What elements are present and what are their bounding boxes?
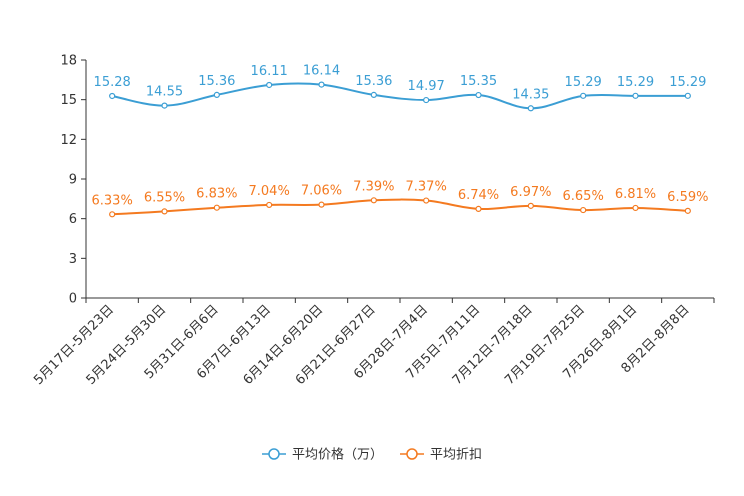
data-label: 7.39% bbox=[353, 179, 394, 194]
data-point bbox=[580, 92, 587, 99]
data-label: 15.29 bbox=[565, 75, 602, 90]
data-point bbox=[684, 92, 691, 99]
data-point bbox=[266, 201, 273, 209]
y-tick-label: 18 bbox=[60, 54, 77, 69]
data-label: 6.55% bbox=[144, 190, 185, 205]
data-label: 16.11 bbox=[251, 64, 288, 79]
data-label: 16.14 bbox=[303, 64, 340, 79]
data-point bbox=[527, 202, 534, 209]
y-tick-labels: 0 3 6 9 12 15 18 bbox=[60, 54, 77, 307]
data-label: 14.35 bbox=[512, 87, 549, 102]
data-point bbox=[161, 208, 168, 215]
legend-marker-icon bbox=[268, 448, 280, 460]
series-lines bbox=[111, 82, 688, 216]
data-point bbox=[475, 91, 482, 99]
legend-label: 平均价格（万） bbox=[292, 447, 383, 463]
data-point bbox=[318, 201, 325, 208]
legend-item-1[interactable]: 平均折扣 bbox=[400, 448, 482, 463]
data-point bbox=[213, 91, 220, 99]
data-point bbox=[632, 92, 639, 99]
y-tick-label: 0 bbox=[69, 292, 77, 307]
data-point bbox=[318, 81, 325, 88]
data-label: 7.37% bbox=[406, 180, 447, 195]
data-label: 15.36 bbox=[355, 74, 392, 89]
data-point bbox=[109, 92, 116, 100]
axes bbox=[81, 59, 715, 303]
legend-label: 平均折扣 bbox=[430, 448, 482, 463]
data-point bbox=[370, 197, 377, 204]
series-line-0 bbox=[111, 82, 688, 110]
y-tick-label: 9 bbox=[69, 173, 77, 188]
data-labels: 15.28 14.55 15.36 16.11 16.14 15.36 14.97 15.35… bbox=[92, 64, 709, 209]
data-label: 6.59% bbox=[667, 190, 708, 205]
y-tick-label: 12 bbox=[60, 133, 77, 148]
data-point bbox=[423, 96, 430, 104]
x-tick-labels: 5月17日-5月23日5月24日-5月30日5月31日-6月6日6月7日-6月1… bbox=[31, 302, 692, 388]
data-point bbox=[475, 205, 482, 212]
data-point bbox=[632, 204, 639, 212]
series-points bbox=[109, 81, 691, 218]
data-label: 6.97% bbox=[510, 185, 551, 200]
data-label: 15.29 bbox=[669, 75, 706, 90]
legend: 平均价格（万） 平均折扣 bbox=[262, 447, 482, 463]
data-point bbox=[684, 207, 691, 214]
data-point bbox=[580, 206, 587, 214]
y-tick-label: 6 bbox=[69, 212, 77, 227]
legend-marker-icon bbox=[406, 448, 418, 460]
y-tick-label: 3 bbox=[69, 252, 77, 267]
data-label: 15.29 bbox=[617, 75, 654, 90]
data-label: 6.81% bbox=[615, 187, 656, 202]
data-label: 14.97 bbox=[408, 79, 445, 94]
data-label: 14.55 bbox=[146, 85, 183, 100]
data-point bbox=[370, 91, 377, 99]
data-label: 6.74% bbox=[458, 188, 499, 203]
data-label: 6.65% bbox=[563, 189, 604, 204]
data-point bbox=[213, 204, 220, 211]
data-point bbox=[423, 197, 430, 204]
data-label: 6.83% bbox=[196, 187, 237, 202]
legend-item-0[interactable]: 平均价格（万） bbox=[262, 447, 383, 463]
y-tick-label: 15 bbox=[60, 93, 77, 108]
data-label: 6.33% bbox=[92, 193, 133, 208]
data-label: 7.06% bbox=[301, 184, 342, 199]
data-point bbox=[266, 81, 273, 89]
data-label: 15.35 bbox=[460, 74, 497, 89]
data-point bbox=[527, 105, 534, 112]
data-point bbox=[109, 211, 116, 218]
data-label: 15.28 bbox=[94, 75, 131, 90]
data-label: 7.04% bbox=[249, 184, 290, 199]
data-label: 15.36 bbox=[198, 74, 235, 89]
series-line-1 bbox=[112, 198, 688, 216]
data-point bbox=[161, 102, 168, 109]
